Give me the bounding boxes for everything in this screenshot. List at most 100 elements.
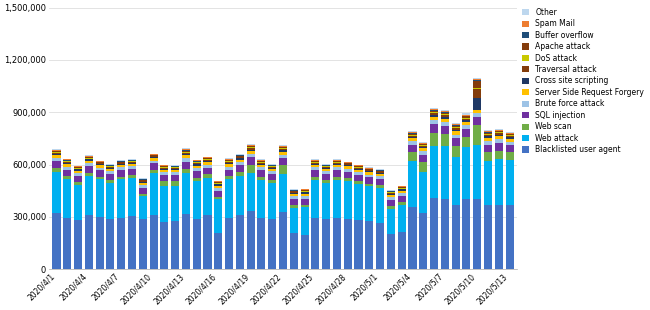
Bar xyxy=(495,159,503,205)
Bar xyxy=(484,145,492,152)
Bar xyxy=(452,135,460,138)
Bar xyxy=(150,170,157,173)
Bar xyxy=(452,157,460,206)
Bar xyxy=(387,206,395,209)
Bar xyxy=(398,205,406,232)
Bar xyxy=(84,166,93,173)
Bar xyxy=(128,162,136,163)
Bar xyxy=(74,167,82,168)
Bar xyxy=(441,115,449,117)
Bar xyxy=(236,156,244,157)
Bar xyxy=(484,135,492,136)
Bar xyxy=(300,235,309,269)
Bar xyxy=(203,165,211,168)
Bar xyxy=(408,141,417,145)
Bar xyxy=(203,160,211,161)
Bar xyxy=(214,191,222,197)
Bar xyxy=(462,113,471,114)
Bar xyxy=(192,219,201,269)
Bar xyxy=(365,167,373,168)
Bar xyxy=(257,180,265,218)
Bar xyxy=(441,134,449,146)
Bar xyxy=(452,138,460,146)
Bar xyxy=(354,169,363,170)
Bar xyxy=(344,162,352,163)
Bar xyxy=(257,160,265,161)
Bar xyxy=(333,167,341,170)
Bar xyxy=(506,136,514,137)
Bar xyxy=(398,188,406,189)
Bar xyxy=(354,175,363,181)
Bar xyxy=(462,117,471,118)
Bar xyxy=(138,183,147,185)
Bar xyxy=(300,196,309,198)
Bar xyxy=(182,153,190,154)
Bar xyxy=(161,167,168,168)
Bar xyxy=(236,172,244,176)
Bar xyxy=(96,163,104,164)
Bar xyxy=(171,168,179,169)
Bar xyxy=(63,218,72,269)
Bar xyxy=(506,134,514,135)
Bar xyxy=(365,186,373,221)
Bar xyxy=(506,160,514,205)
Bar xyxy=(225,163,233,164)
Bar xyxy=(203,175,211,178)
Bar xyxy=(344,166,352,169)
Bar xyxy=(225,160,233,161)
Bar xyxy=(257,177,265,180)
Bar xyxy=(246,148,255,149)
Bar xyxy=(225,162,233,163)
Bar xyxy=(171,172,179,175)
Bar xyxy=(257,167,265,170)
Bar xyxy=(290,191,298,192)
Bar xyxy=(484,131,492,132)
Bar xyxy=(128,161,136,162)
Bar xyxy=(408,138,417,141)
Bar xyxy=(138,185,147,188)
Bar xyxy=(408,207,417,269)
Bar xyxy=(506,137,514,139)
Bar xyxy=(268,183,276,219)
Bar xyxy=(182,151,190,152)
Bar xyxy=(376,188,384,223)
Bar xyxy=(322,166,330,167)
Bar xyxy=(138,178,147,179)
Bar xyxy=(161,169,168,170)
Bar xyxy=(311,218,319,269)
Bar xyxy=(161,222,168,269)
Bar xyxy=(268,166,276,167)
Bar xyxy=(365,221,373,269)
Bar xyxy=(161,181,168,186)
Bar xyxy=(53,152,60,153)
Bar xyxy=(53,161,60,168)
Bar xyxy=(376,172,384,173)
Bar xyxy=(214,186,222,188)
Bar xyxy=(376,179,384,185)
Bar xyxy=(150,154,157,155)
Bar xyxy=(53,151,60,152)
Bar xyxy=(354,166,363,167)
Bar xyxy=(246,154,255,157)
Bar xyxy=(138,180,147,181)
Bar xyxy=(246,146,255,148)
Bar xyxy=(192,161,201,162)
Bar xyxy=(462,122,471,125)
Bar xyxy=(344,219,352,269)
Bar xyxy=(462,119,471,120)
Bar xyxy=(300,198,309,205)
Bar xyxy=(484,138,492,141)
Bar xyxy=(290,233,298,269)
Bar xyxy=(311,164,319,165)
Bar xyxy=(484,136,492,138)
Bar xyxy=(268,165,276,166)
Bar xyxy=(311,170,319,177)
Bar xyxy=(322,167,330,168)
Bar xyxy=(117,218,125,269)
Bar xyxy=(182,150,190,151)
Bar xyxy=(333,161,341,162)
Bar xyxy=(182,152,190,153)
Bar xyxy=(484,134,492,135)
Bar xyxy=(484,132,492,133)
Bar xyxy=(203,157,211,158)
